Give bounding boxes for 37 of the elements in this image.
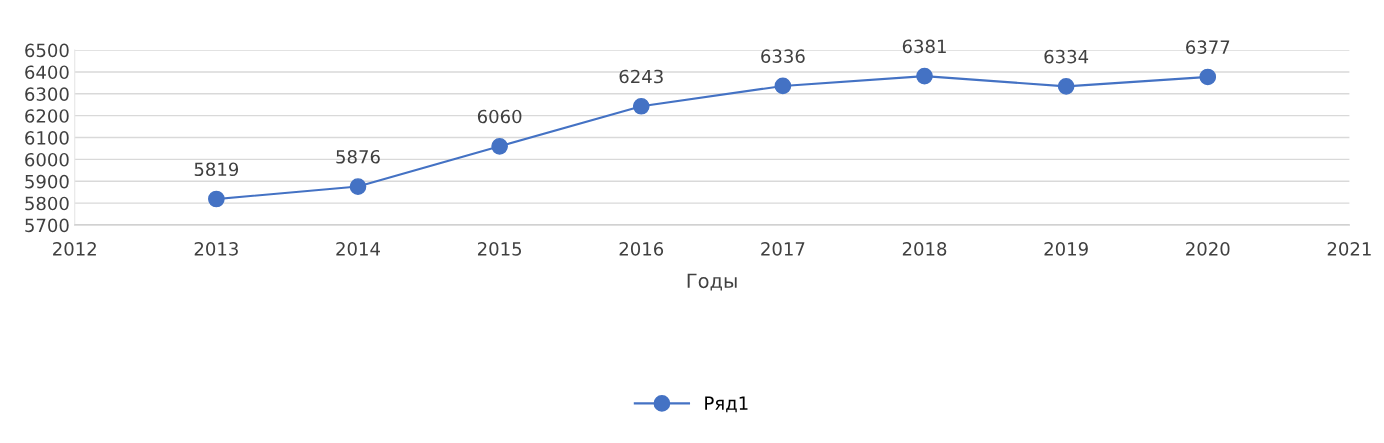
data-label: 5876: [336, 149, 380, 164]
y-tick-label: 6500: [25, 43, 69, 58]
y-tick-label: 5900: [25, 174, 69, 189]
data-label: 6060: [477, 109, 522, 124]
y-tick-label: 5800: [25, 196, 69, 211]
point: [774, 77, 792, 95]
point: [916, 67, 933, 85]
data-label: 6336: [761, 49, 805, 63]
x-tick-label: 2019: [1044, 242, 1088, 256]
data-label: 6381: [902, 39, 946, 54]
x-tick-label: 2018: [902, 242, 947, 256]
x-tick-label: 2014: [336, 242, 380, 256]
y-tick-label: 5700: [25, 218, 69, 233]
y-tick-label: 6000: [25, 152, 69, 167]
x-tick-label: 2012: [53, 242, 96, 256]
x-tick-label: 2016: [619, 242, 664, 256]
x-axis-title: Годы: [687, 273, 737, 291]
x-tick-label: 2015: [477, 242, 522, 256]
y-tick-label: 6200: [25, 109, 69, 123]
point: [632, 97, 650, 115]
x-tick-label: 2013: [194, 242, 238, 256]
point: [491, 137, 508, 155]
x-tick-label: 2017: [761, 242, 805, 256]
point: [349, 178, 367, 195]
data-label: 6377: [1186, 40, 1230, 55]
x-tick-label: 2021: [1327, 242, 1371, 256]
data-label: 6243: [619, 69, 663, 84]
y-tick-label: 6300: [25, 87, 69, 101]
point: [208, 190, 225, 208]
point: [1199, 68, 1217, 86]
data-label: 6334: [1044, 49, 1089, 64]
data-label: 5819: [194, 162, 239, 177]
y-tick-label: 6100: [25, 131, 69, 145]
legend-label: Ряд1: [705, 396, 748, 413]
y-tick-label: 6400: [25, 65, 69, 80]
point: [1057, 78, 1075, 95]
x-tick-label: 2020: [1186, 242, 1230, 256]
